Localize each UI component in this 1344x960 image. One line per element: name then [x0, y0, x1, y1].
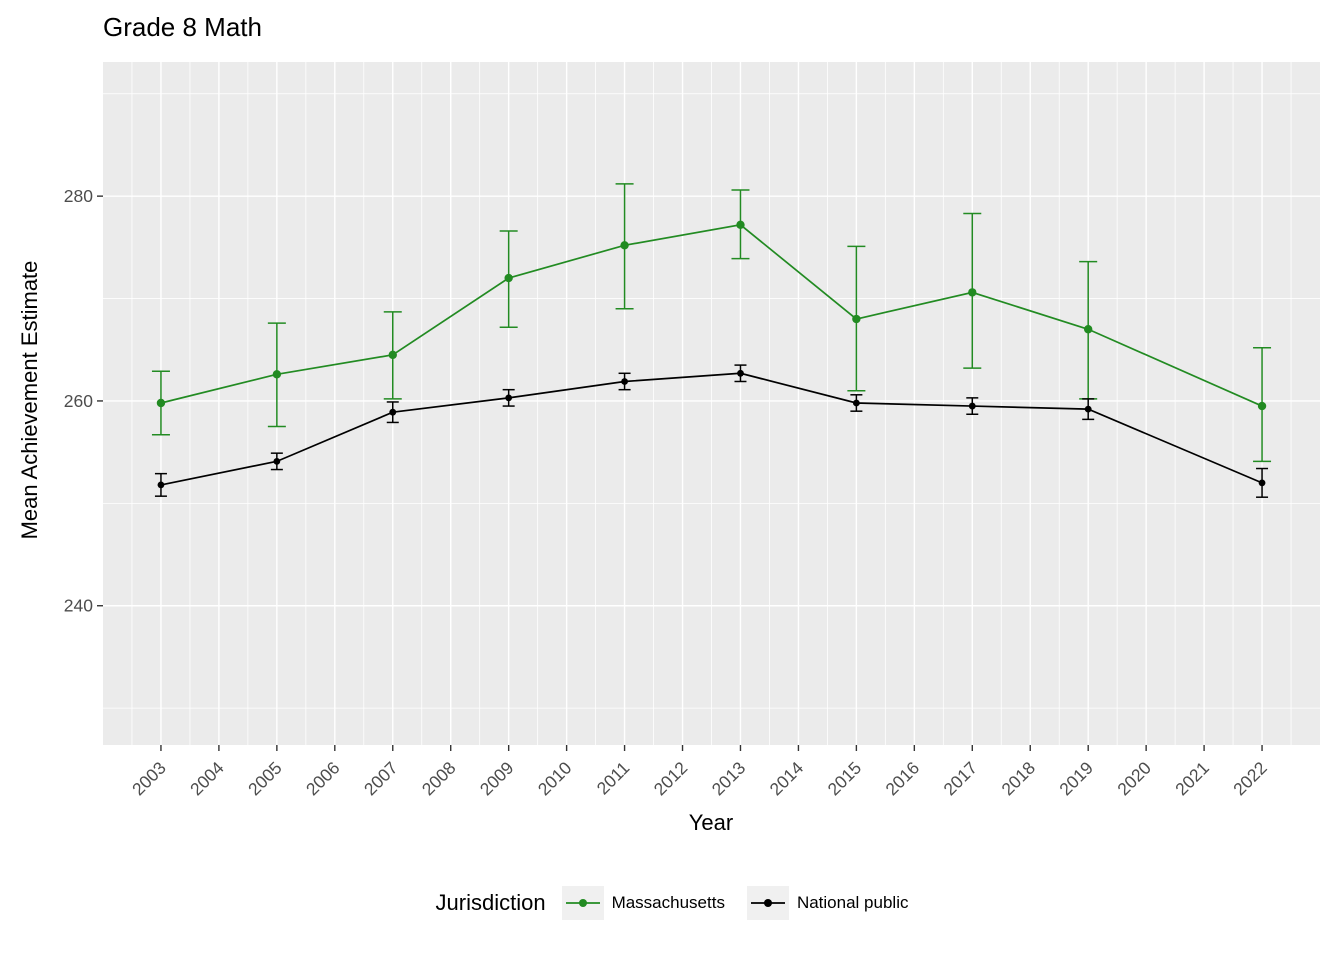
data-point	[388, 350, 397, 360]
x-axis-label: Year	[688, 810, 734, 835]
x-tick-label: 2020	[1113, 758, 1155, 800]
x-tick-label: 2008	[418, 758, 460, 800]
data-point	[156, 398, 166, 408]
x-tick-label: 2004	[186, 758, 228, 800]
x-tick-label: 2019	[1055, 758, 1097, 800]
x-tick-label: 2003	[128, 758, 170, 800]
legend-item-label: Massachusetts	[611, 893, 725, 912]
x-tick-label: 2016	[881, 758, 923, 800]
series-line	[160, 223, 1263, 407]
legend-item: Massachusetts	[561, 886, 725, 920]
legend-key-swatch	[561, 886, 604, 920]
series-line	[160, 372, 1263, 486]
data-point	[389, 408, 397, 416]
series-massachusetts	[151, 183, 1272, 463]
axis-ticks	[97, 195, 1263, 751]
x-tick-label: 2009	[476, 758, 518, 800]
data-point	[852, 314, 861, 324]
legend-item: National public	[746, 886, 909, 920]
x-tick-label: 2007	[360, 758, 402, 800]
x-tick-label: 2015	[824, 758, 866, 800]
data-point	[1084, 405, 1092, 413]
legend-title: Jurisdiction	[435, 890, 546, 915]
series-national-public	[154, 364, 1269, 498]
data-point	[852, 399, 860, 407]
data-point	[273, 457, 281, 465]
data-point	[504, 273, 513, 283]
data-point	[157, 481, 165, 489]
data-point	[1083, 325, 1093, 334]
legend-items: Massachusetts National public	[561, 886, 909, 920]
data-point	[1257, 401, 1267, 411]
data-point	[505, 394, 513, 402]
data-point	[1258, 479, 1266, 487]
data-point	[621, 378, 628, 385]
x-tick-label: 2005	[244, 758, 286, 800]
y-axis-label: Mean Achievement Estimate	[17, 260, 42, 540]
x-tick-label: 2013	[708, 758, 750, 800]
x-tick-label: 2017	[939, 758, 981, 800]
legend-item-label: National public	[796, 893, 909, 912]
grid-minor	[103, 62, 1320, 745]
x-tick-label: 2021	[1171, 758, 1213, 800]
x-tick-label: 2010	[534, 758, 576, 800]
data-point	[968, 402, 976, 410]
x-tick-label: 2011	[593, 758, 634, 799]
x-tick-label: 2018	[997, 758, 1039, 800]
x-tick-label: 2006	[302, 758, 344, 800]
legend-key-swatch	[746, 886, 789, 920]
data-point	[737, 369, 744, 377]
y-tick-label: 260	[64, 391, 93, 411]
x-tick-label: 2014	[766, 758, 808, 800]
y-tick-label: 240	[64, 596, 93, 616]
data-point	[968, 288, 977, 297]
data-point	[736, 220, 745, 230]
legend: Jurisdiction Massachusetts National publi…	[0, 886, 1344, 920]
y-tick-label: 280	[64, 186, 93, 206]
x-tick-label: 2012	[650, 758, 692, 800]
x-tick-label: 2022	[1229, 758, 1271, 800]
chart-title: Grade 8 Math	[103, 12, 262, 42]
data-point	[620, 241, 629, 250]
data-point	[272, 370, 282, 379]
